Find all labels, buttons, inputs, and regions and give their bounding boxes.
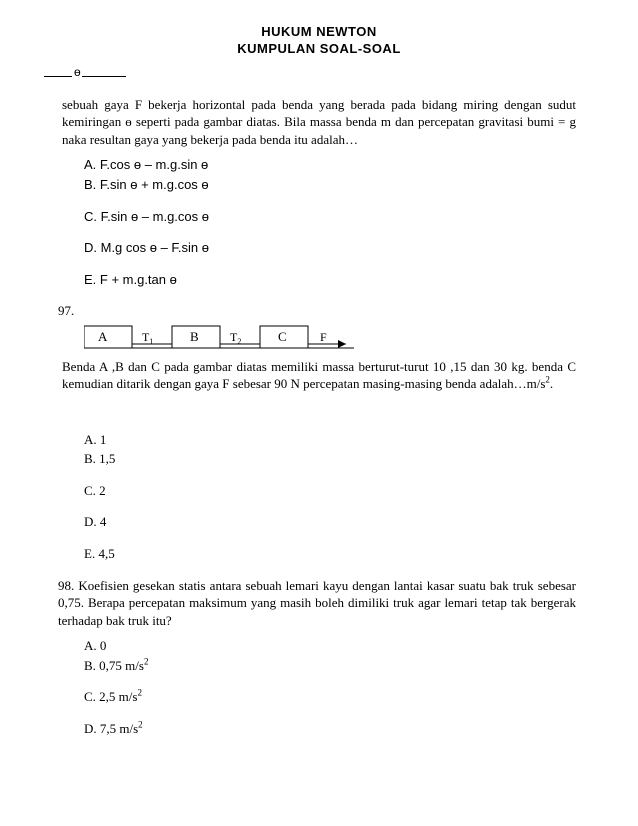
theta-angle-figure: ө [32, 68, 576, 86]
box-a-label: A [98, 329, 108, 344]
q97-opt-a: A. 1 [84, 431, 576, 449]
q98-opt-d: D. 7,5 m/s2 [84, 720, 576, 738]
q96-opt-b: B. F.sin ө + m.g.cos ө [84, 176, 576, 194]
theta-symbol: ө [74, 64, 81, 80]
q98-opt-b: B. 0,75 m/s2 [84, 657, 576, 675]
t1-label: T1 [142, 330, 153, 346]
box-b-label: B [190, 329, 199, 344]
q97-diagram: A T1 B T2 C F [84, 324, 576, 354]
q96-opt-d: D. M.g cos ө – F.sin ө [84, 239, 576, 257]
q97-opt-c: C. 2 [84, 482, 576, 500]
box-c-label: C [278, 329, 287, 344]
q97-opt-b: B. 1,5 [84, 450, 576, 468]
title-line2: Kumpulan Soal-soal [62, 41, 576, 58]
page: Hukum Newton Kumpulan Soal-soal ө sebuah… [0, 0, 638, 791]
q96-opt-c: C. F.sin ө – m.g.cos ө [84, 208, 576, 226]
title-line1: Hukum Newton [62, 24, 576, 41]
q97-text: Benda A ,B dan C pada gambar diatas memi… [62, 358, 576, 393]
f-label: F [320, 330, 327, 344]
q97-opt-e: E. 4,5 [84, 545, 576, 563]
q98-opt-c: C. 2,5 m/s2 [84, 688, 576, 706]
q96-text: sebuah gaya F bekerja horizontal pada be… [62, 96, 576, 149]
q97-opt-d: D. 4 [84, 513, 576, 531]
q96-opt-a: A. F.cos ө – m.g.sin ө [84, 156, 576, 174]
q98-opt-a: A. 0 [84, 637, 576, 655]
q96-options: A. F.cos ө – m.g.sin ө B. F.sin ө + m.g.… [84, 156, 576, 288]
title-block: Hukum Newton Kumpulan Soal-soal [62, 24, 576, 58]
q97-options: A. 1 B. 1,5 C. 2 D. 4 E. 4,5 [84, 431, 576, 563]
q96-opt-e: E. F + m.g.tan ө [84, 271, 576, 289]
q98-options: A. 0 B. 0,75 m/s2 C. 2,5 m/s2 D. 7,5 m/s… [84, 637, 576, 737]
q98-text: 98. Koefisien gesekan statis antara sebu… [58, 577, 576, 630]
q97-number: 97. [58, 302, 576, 320]
t2-label: T2 [230, 330, 241, 346]
